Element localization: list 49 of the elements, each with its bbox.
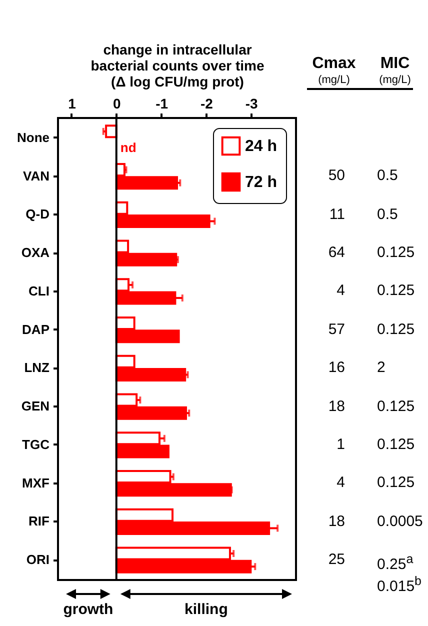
x-tick-label: 1: [68, 96, 76, 112]
text: 50: [328, 167, 345, 184]
text: 18: [328, 512, 345, 530]
text: 0.0005: [377, 512, 423, 530]
text: (mg/L): [379, 74, 411, 86]
text: 4: [336, 282, 345, 300]
x-tick-label: 0: [112, 96, 121, 112]
text: 0.25$^{a}$ 0.015$^{b}$: [377, 551, 422, 596]
text: 57: [328, 320, 345, 338]
text: 25: [328, 551, 345, 568]
text: 0.5: [377, 206, 398, 223]
text: 1: [336, 436, 345, 453]
y-tick-label: LNZ: [24, 360, 50, 376]
text: 0.125: [377, 282, 415, 300]
text: MIC: [380, 55, 410, 73]
y-tick-label: TGC: [22, 436, 50, 452]
x-axis-title: change in intracellular bacterial counts over time (Δ log CFU/mg prot): [90, 42, 264, 90]
text: 0.125: [377, 320, 415, 338]
legend-label: 24 h: [245, 138, 278, 155]
legend-label: 72 h: [245, 174, 278, 191]
x-tick-label: -2: [200, 96, 214, 112]
y-tick-label: RIF: [28, 514, 50, 529]
annotation: nd: [120, 140, 136, 155]
text: 64: [328, 244, 345, 262]
text: 0.125: [377, 244, 415, 262]
y-tick-label: DAP: [22, 322, 50, 337]
text: 2: [377, 359, 386, 376]
y-tick-label: MXF: [22, 475, 50, 490]
text: 4: [336, 474, 345, 492]
text: 0.5: [377, 167, 398, 184]
y-tick-label: None: [17, 130, 50, 145]
text: killing: [184, 601, 228, 618]
y-tick-label: VAN: [23, 168, 50, 184]
text: growth: [63, 601, 114, 618]
text: 0.125: [377, 398, 415, 415]
x-tick-label: -1: [156, 96, 168, 112]
x-tick-label: -3: [245, 96, 258, 112]
y-tick-label: OXA: [21, 245, 50, 260]
y-tick-label: Q-D: [26, 206, 50, 222]
y-tick-label: CLI: [28, 283, 50, 298]
text: 11: [329, 206, 345, 223]
text: (mg/L): [318, 74, 350, 86]
text: 16: [328, 359, 345, 376]
text: 18: [328, 398, 345, 415]
text: 0.125: [377, 436, 415, 453]
text: Cmax: [312, 55, 356, 73]
y-tick-label: GEN: [21, 398, 50, 414]
y-tick-label: ORI: [26, 552, 50, 568]
text: 0.125: [377, 474, 415, 492]
